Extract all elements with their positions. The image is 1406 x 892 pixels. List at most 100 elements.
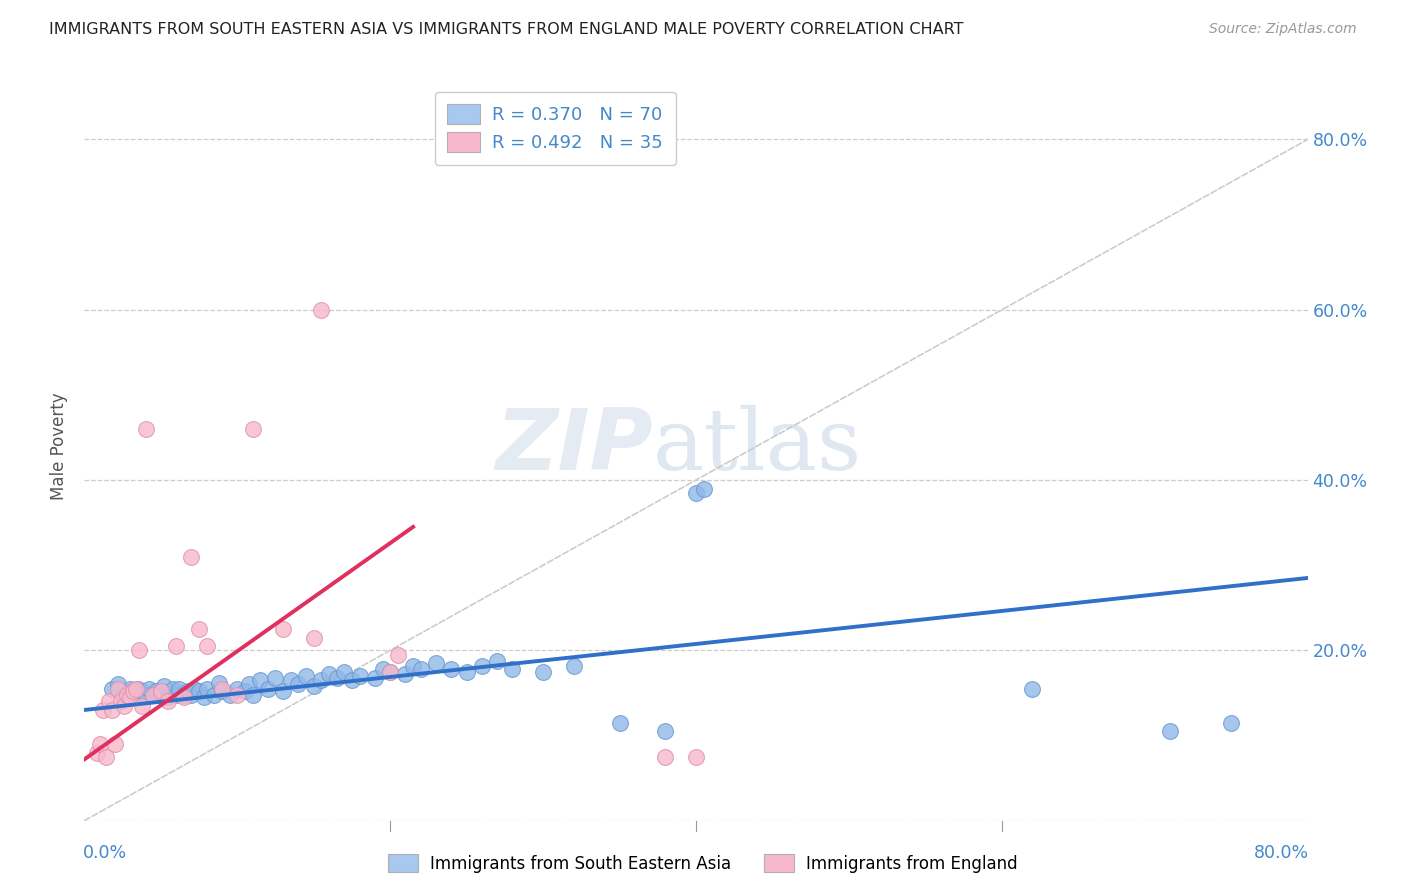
Point bbox=[167, 681, 190, 696]
Point bbox=[1220, 715, 1243, 730]
Point bbox=[211, 684, 233, 698]
Point bbox=[107, 681, 129, 696]
Point bbox=[131, 698, 153, 713]
Point bbox=[131, 684, 153, 698]
Text: atlas: atlas bbox=[654, 404, 862, 488]
Point bbox=[364, 671, 387, 685]
Point bbox=[128, 643, 150, 657]
Point bbox=[242, 422, 264, 436]
Point bbox=[128, 688, 150, 702]
Point bbox=[238, 677, 260, 691]
Point bbox=[325, 671, 347, 685]
Point bbox=[107, 677, 129, 691]
Point bbox=[120, 681, 142, 696]
Point bbox=[89, 737, 111, 751]
Point bbox=[302, 631, 325, 645]
Point bbox=[311, 673, 333, 688]
Point bbox=[271, 622, 294, 636]
Point bbox=[104, 737, 127, 751]
Point bbox=[333, 665, 356, 679]
Point bbox=[120, 690, 142, 705]
Point bbox=[97, 694, 120, 708]
Point bbox=[183, 681, 205, 696]
Point bbox=[1021, 681, 1043, 696]
Point bbox=[387, 648, 409, 662]
Point bbox=[122, 690, 145, 705]
Point bbox=[318, 667, 340, 681]
Point bbox=[295, 669, 318, 683]
Point bbox=[138, 681, 160, 696]
Point bbox=[371, 662, 394, 676]
Point bbox=[195, 639, 218, 653]
Point bbox=[193, 690, 215, 705]
Point bbox=[91, 703, 114, 717]
Point bbox=[94, 749, 117, 764]
Point bbox=[149, 688, 172, 702]
Text: 80.0%: 80.0% bbox=[1254, 845, 1309, 863]
Point bbox=[124, 686, 146, 700]
Point bbox=[531, 665, 554, 679]
Point bbox=[202, 688, 225, 702]
Point bbox=[685, 485, 707, 500]
Point bbox=[101, 681, 124, 696]
Point bbox=[142, 688, 165, 702]
Point bbox=[135, 688, 157, 702]
Point bbox=[226, 688, 249, 702]
Point bbox=[440, 662, 463, 676]
Point bbox=[685, 749, 707, 764]
Point bbox=[157, 690, 180, 705]
Point bbox=[471, 658, 494, 673]
Point bbox=[188, 684, 211, 698]
Point bbox=[409, 662, 432, 676]
Point bbox=[101, 703, 124, 717]
Point bbox=[264, 671, 287, 685]
Point bbox=[380, 665, 402, 679]
Point bbox=[302, 679, 325, 693]
Point bbox=[165, 639, 187, 653]
Point bbox=[111, 690, 134, 705]
Point bbox=[311, 302, 333, 317]
Point bbox=[280, 673, 302, 688]
Point bbox=[340, 673, 363, 688]
Point bbox=[149, 684, 172, 698]
Point bbox=[157, 694, 180, 708]
Point bbox=[180, 688, 202, 702]
Point bbox=[173, 690, 195, 705]
Point bbox=[86, 746, 108, 760]
Point bbox=[654, 749, 676, 764]
Point bbox=[425, 656, 447, 670]
Point bbox=[562, 658, 585, 673]
Y-axis label: Male Poverty: Male Poverty bbox=[51, 392, 69, 500]
Point bbox=[609, 715, 631, 730]
Legend: Immigrants from South Eastern Asia, Immigrants from England: Immigrants from South Eastern Asia, Immi… bbox=[381, 847, 1025, 880]
Point bbox=[218, 688, 240, 702]
Point bbox=[394, 667, 416, 681]
Point bbox=[226, 681, 249, 696]
Point bbox=[112, 698, 135, 713]
Text: Source: ZipAtlas.com: Source: ZipAtlas.com bbox=[1209, 22, 1357, 37]
Text: 0.0%: 0.0% bbox=[83, 845, 127, 863]
Point bbox=[271, 684, 294, 698]
Point bbox=[110, 694, 132, 708]
Point bbox=[349, 669, 371, 683]
Point bbox=[135, 422, 157, 436]
Point bbox=[195, 681, 218, 696]
Point bbox=[502, 662, 524, 676]
Text: ZIP: ZIP bbox=[495, 404, 654, 488]
Point bbox=[165, 688, 187, 702]
Point bbox=[211, 681, 233, 696]
Point bbox=[692, 482, 714, 496]
Point bbox=[208, 675, 231, 690]
Point bbox=[188, 622, 211, 636]
Point bbox=[249, 673, 271, 688]
Point bbox=[233, 684, 256, 698]
Point bbox=[115, 686, 138, 700]
Point bbox=[456, 665, 478, 679]
Point bbox=[180, 549, 202, 564]
Point bbox=[380, 665, 402, 679]
Point bbox=[257, 681, 280, 696]
Point bbox=[173, 688, 195, 702]
Point bbox=[177, 684, 200, 698]
Point bbox=[486, 654, 509, 668]
Text: IMMIGRANTS FROM SOUTH EASTERN ASIA VS IMMIGRANTS FROM ENGLAND MALE POVERTY CORRE: IMMIGRANTS FROM SOUTH EASTERN ASIA VS IM… bbox=[49, 22, 963, 37]
